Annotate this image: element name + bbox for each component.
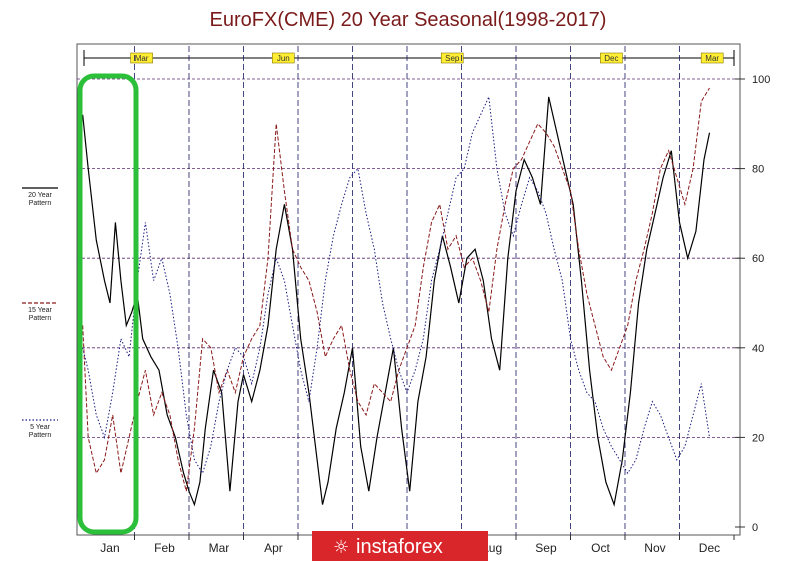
y-tick-label: 0 <box>752 522 758 534</box>
gridlines <box>77 78 740 438</box>
y-tick-label: 40 <box>752 343 764 355</box>
month-label: Sep <box>535 541 557 555</box>
month-label: Dec <box>699 541 720 555</box>
quarter-tag <box>600 52 623 64</box>
series-line <box>82 96 711 507</box>
quarter-tag <box>130 52 153 64</box>
month-label: Nov <box>644 541 665 555</box>
month-label: Jan <box>100 541 119 555</box>
legend-label: 15 Year <box>28 307 52 314</box>
quarter-strip: Mar Jun Sep Dec Mar <box>83 50 735 66</box>
quarter-tag-label: Dec <box>604 54 618 63</box>
quarter-tag <box>271 52 295 64</box>
watermark: ☼ instaforex <box>312 531 488 561</box>
series-line <box>82 87 710 492</box>
quarter-tag-label: Mar <box>135 54 149 63</box>
quarter-tag-label: Sep <box>445 54 460 63</box>
y-tick-label: 20 <box>752 432 764 444</box>
month-label: Feb <box>154 541 175 555</box>
quarter-tag <box>440 52 464 64</box>
legend-label: Pattern <box>29 315 52 322</box>
legend-label: 5 Year <box>30 424 51 431</box>
legend-label: Pattern <box>29 200 52 207</box>
month-separators <box>134 46 680 535</box>
month-label: Apr <box>264 541 283 555</box>
watermark-logo-icon: ☼ <box>333 537 349 558</box>
series-line <box>82 95 710 475</box>
quarter-tag-label: Jun <box>277 54 290 63</box>
month-label: Mar <box>209 541 230 555</box>
y-axis: 0 20 40 60 80 100 <box>735 74 770 534</box>
highlight-box <box>77 73 139 535</box>
chart-title: EuroFX(CME) 20 Year Seasonal(1998-2017) <box>210 9 607 31</box>
month-label: Oct <box>591 541 610 555</box>
legend-label: Pattern <box>29 432 52 439</box>
watermark-text: instaforex <box>356 536 443 558</box>
series-layer <box>82 87 711 507</box>
legend-label: 20 Year <box>28 192 52 199</box>
y-tick-label: 60 <box>752 253 764 265</box>
y-tick-label: 100 <box>752 74 770 86</box>
quarter-tag <box>700 52 724 64</box>
y-tick-label: 80 <box>752 164 764 176</box>
watermark-banner <box>312 531 488 561</box>
quarter-tag-label: Mar <box>705 54 719 63</box>
